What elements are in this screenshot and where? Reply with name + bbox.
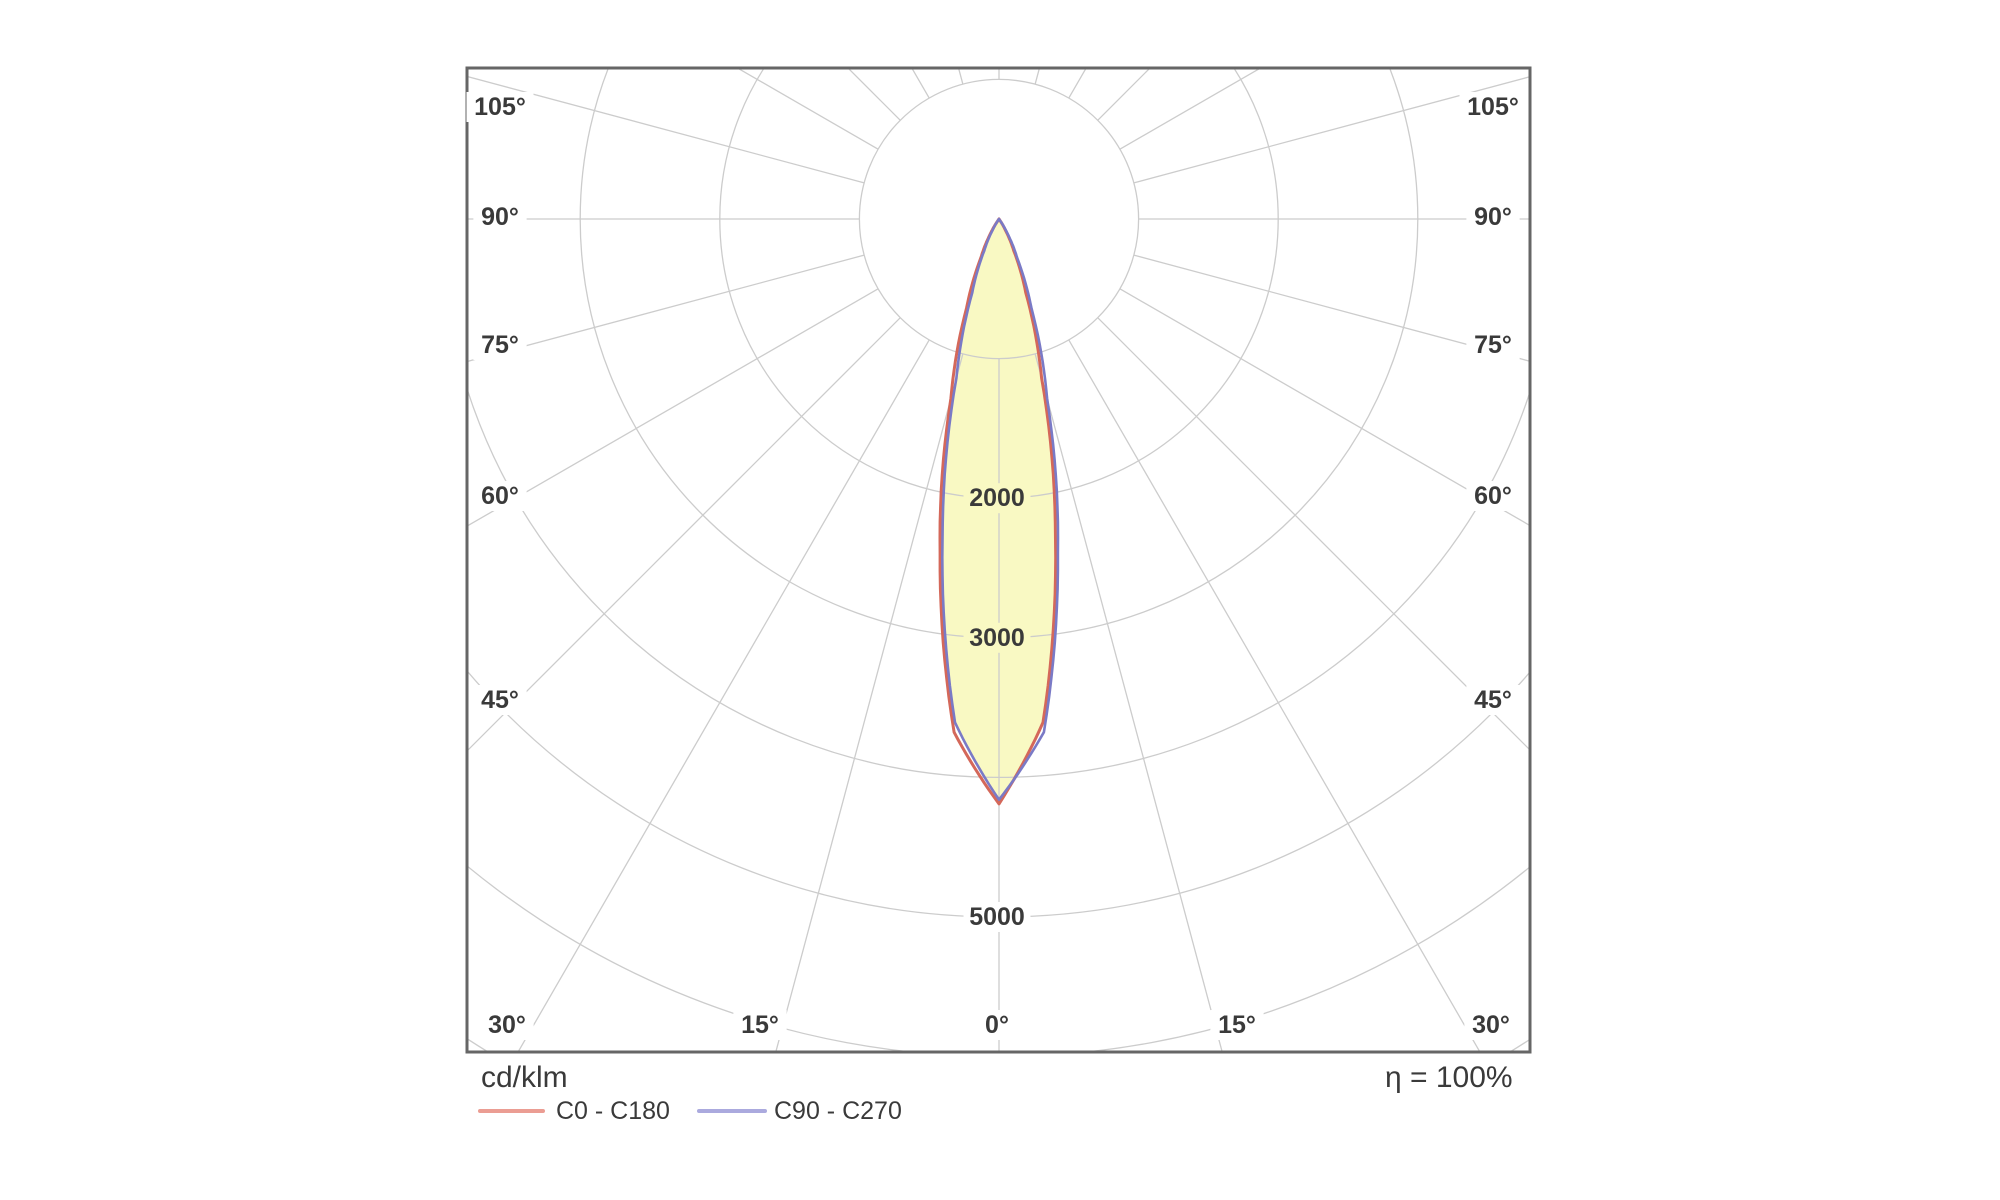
grid-radial-210 [911,68,930,99]
angle-label-bottom-0: 30° [488,1011,526,1039]
ring-label-5000: 5000 [969,903,1025,931]
grid-radial-240 [736,68,879,150]
plot-labels: 2000 3000 5000 105° 90° 75° 60° 45° 105° 90° 75° 60… [466,92,1527,1040]
angle-label-left-45°: 45° [481,686,519,714]
grid-radial-105 [1133,76,1530,184]
angle-label-right-60°: 60° [1474,482,1512,510]
angle-label-bottom-4-bg [1464,1010,1518,1040]
ring-label-3000: 3000 [969,624,1025,652]
angle-label-bottom-2: 0° [985,1011,1009,1039]
angle-label-right-90°-bg [1466,202,1520,232]
legend-swatch-c0-c180 [478,1109,545,1113]
grid-radial-315 [467,317,901,752]
grid-radial-285 [467,254,865,363]
plot-border [465,66,1532,1054]
angle-label-left-75°-bg [473,330,527,360]
legend-label-c0-c180: C0 - C180 [556,1097,670,1125]
grid-radial-45 [1097,317,1530,751]
angle-label-bottom-4: 30° [1472,1011,1510,1039]
curve-c90-c270 [941,217,1060,801]
grid-radial-135 [1097,68,1151,121]
angle-label-right-90°: 90° [1474,203,1512,231]
ring-label-2000-bg [963,483,1031,514]
ring-label-5000-bg [963,902,1031,932]
angle-label-bottom-2-bg [977,1010,1017,1040]
ring-label-3000-bg [963,622,1031,653]
angle-label-right-105°-bg [1459,92,1527,122]
angle-label-right-75°-bg [1466,330,1520,360]
units-label: cd/klm [481,1061,568,1094]
angle-label-right-60°-bg [1466,481,1520,511]
grid-radial-75 [1133,254,1530,362]
legend-label-c90-c270: C90 - C270 [774,1097,902,1125]
angle-label-bottom-3-bg [1210,1010,1264,1040]
angle-label-left-75°: 75° [481,331,519,359]
grid-radial-30 [1068,339,1481,1052]
angle-label-left-105°: 105° [474,93,526,121]
grid-radial-150 [1068,68,1087,99]
angle-label-right-45°-bg [1466,685,1520,715]
grid-radial-255 [467,75,865,184]
angle-label-right-45°: 45° [1474,686,1512,714]
grid-radial-15 [1034,353,1223,1052]
angle-label-left-60°: 60° [481,482,519,510]
angle-label-left-105°-bg [466,92,534,122]
angle-label-right-75°: 75° [1474,331,1512,359]
efficiency-label: η = 100% [1385,1061,1513,1094]
grid-radial-225 [847,68,901,121]
angle-label-left-45°-bg [473,685,527,715]
grid-radial-330 [517,339,930,1052]
angle-label-right-105°: 105° [1467,93,1519,121]
angle-label-bottom-1: 15° [741,1011,779,1039]
angle-label-left-90°-bg [473,202,527,232]
grid-radial-300 [467,288,879,527]
grid-radial-345 [775,353,964,1052]
angle-label-bottom-0-bg [480,1010,534,1040]
angle-label-bottom-3: 15° [1218,1011,1256,1039]
grid-radial-60 [1119,288,1530,527]
angle-label-left-60°-bg [473,481,527,511]
ring-label-2000: 2000 [969,484,1025,512]
grid-radial-120 [1119,68,1262,150]
angle-label-bottom-1-bg [733,1010,787,1040]
legend-swatch-c90-c270 [697,1109,767,1113]
angle-label-left-90°: 90° [481,203,519,231]
